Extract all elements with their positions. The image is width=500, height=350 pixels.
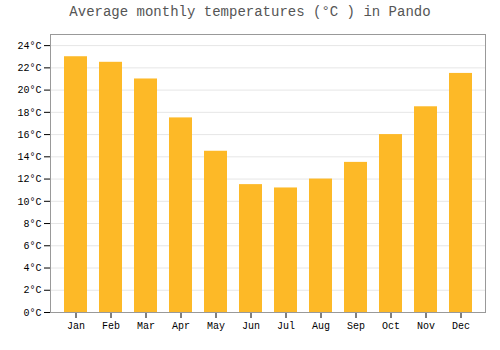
svg-text:Jun: Jun <box>242 321 260 332</box>
svg-text:Feb: Feb <box>102 321 120 332</box>
svg-text:4°C: 4°C <box>23 263 41 274</box>
svg-text:Aug: Aug <box>312 321 330 332</box>
svg-text:18°C: 18°C <box>17 108 41 119</box>
svg-text:0°C: 0°C <box>23 308 41 319</box>
svg-text:24°C: 24°C <box>17 41 41 52</box>
svg-text:Jan: Jan <box>67 321 85 332</box>
svg-text:Apr: Apr <box>172 321 190 332</box>
svg-text:20°C: 20°C <box>17 85 41 96</box>
svg-text:8°C: 8°C <box>23 219 41 230</box>
svg-text:22°C: 22°C <box>17 63 41 74</box>
svg-text:Nov: Nov <box>417 321 435 332</box>
svg-text:Oct: Oct <box>382 321 400 332</box>
svg-text:2°C: 2°C <box>23 285 41 296</box>
svg-text:Mar: Mar <box>137 321 155 332</box>
svg-text:Sep: Sep <box>347 321 365 332</box>
svg-text:10°C: 10°C <box>17 197 41 208</box>
svg-text:May: May <box>207 321 225 332</box>
svg-text:14°C: 14°C <box>17 152 41 163</box>
svg-text:6°C: 6°C <box>23 241 41 252</box>
svg-text:16°C: 16°C <box>17 130 41 141</box>
html-text:Average monthly temperatures (: Average monthly temperatures (°C ) in Pa… <box>69 4 431 20</box>
svg-text:12°C: 12°C <box>17 174 41 185</box>
svg-text:Dec: Dec <box>452 321 470 332</box>
svg-text:Jul: Jul <box>277 321 295 332</box>
